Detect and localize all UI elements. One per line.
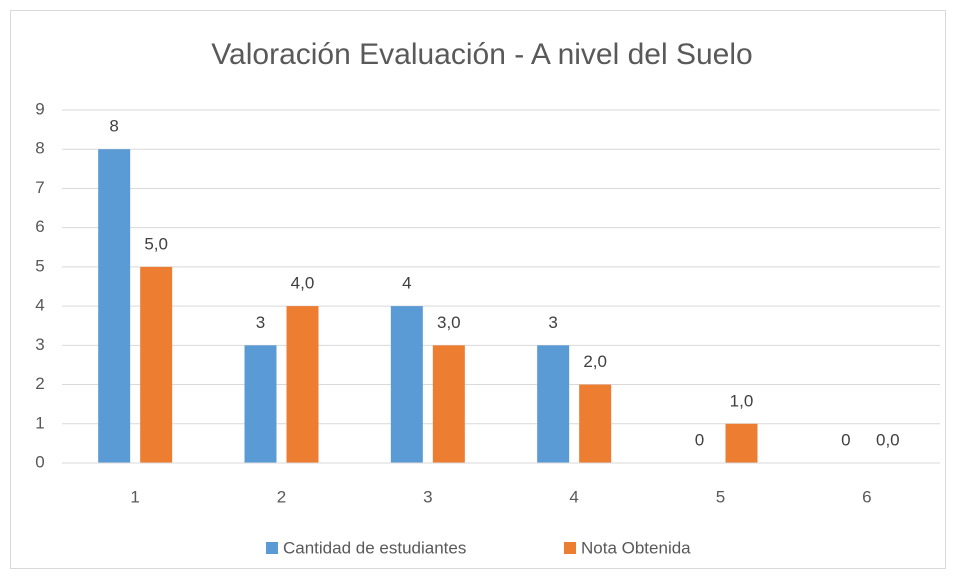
value-label: 4	[402, 274, 411, 293]
legend-swatch	[266, 542, 278, 554]
value-label: 8	[109, 117, 118, 136]
bar	[579, 384, 612, 463]
value-label: 2,0	[583, 352, 607, 371]
legend-label: Nota Obtenida	[581, 538, 691, 557]
y-tick-label: 4	[35, 296, 44, 315]
value-label: 3	[548, 313, 557, 332]
y-tick-label: 8	[35, 139, 44, 158]
y-tick-label: 3	[35, 335, 44, 354]
bar	[432, 345, 465, 463]
bar	[537, 345, 570, 463]
x-tick-label: 5	[716, 487, 725, 506]
y-tick-label: 2	[35, 374, 44, 393]
value-label: 3	[256, 313, 265, 332]
bar	[244, 345, 277, 463]
value-label: 3,0	[437, 313, 461, 332]
value-label: 5,0	[144, 234, 168, 253]
y-tick-label: 7	[35, 178, 44, 197]
value-label: 0	[695, 430, 704, 449]
y-tick-label: 1	[35, 413, 44, 432]
x-tick-label: 1	[130, 487, 139, 506]
bar	[98, 149, 131, 463]
value-label: 0,0	[876, 430, 900, 449]
value-label: 4,0	[291, 274, 315, 293]
x-tick-label: 3	[423, 487, 432, 506]
y-tick-label: 9	[35, 99, 44, 118]
x-tick-label: 6	[862, 487, 871, 506]
legend-label: Cantidad de estudiantes	[283, 538, 466, 557]
x-tick-label: 2	[277, 487, 286, 506]
bar	[390, 306, 423, 463]
chart-title: Valoración Evaluación - A nivel del Suel…	[211, 38, 752, 71]
y-tick-label: 5	[35, 256, 44, 275]
value-label: 1,0	[730, 391, 754, 410]
x-tick-label: 4	[569, 487, 578, 506]
bar	[286, 306, 319, 463]
bar	[725, 423, 758, 463]
y-tick-label: 6	[35, 217, 44, 236]
bar	[140, 266, 173, 463]
legend-swatch	[564, 542, 576, 554]
value-label: 0	[841, 430, 850, 449]
y-tick-label: 0	[35, 452, 44, 471]
